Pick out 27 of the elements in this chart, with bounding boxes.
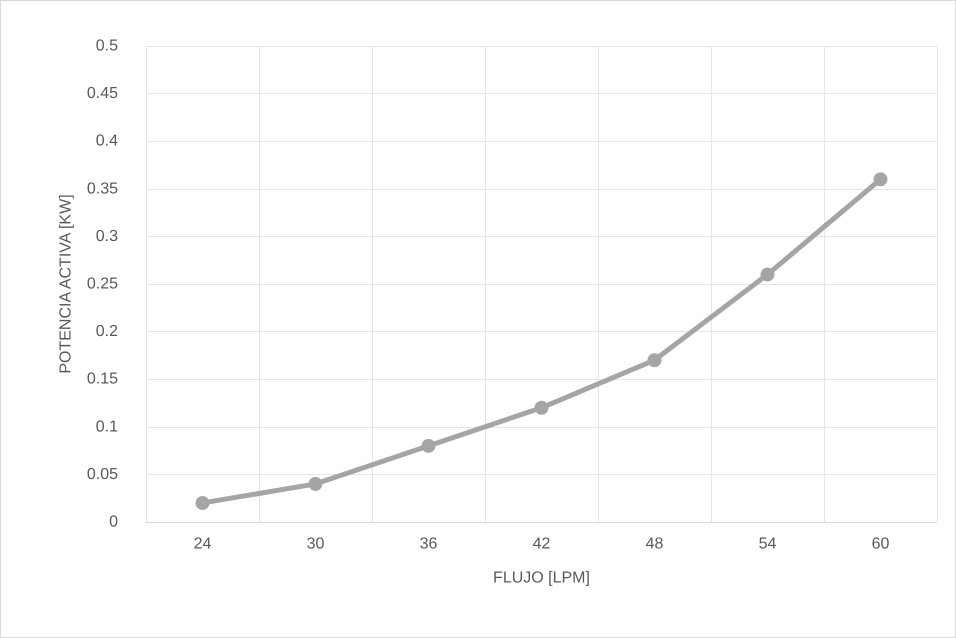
- point: [874, 172, 888, 186]
- x-tick-label: 54: [758, 536, 776, 552]
- x-tick-label: 30: [306, 536, 324, 552]
- x-axis-title: FLUJO [LPM]: [493, 570, 590, 586]
- x-tick-label: 24: [194, 536, 212, 552]
- point: [760, 267, 774, 282]
- y-tick-label: 0: [109, 514, 118, 530]
- y-tick-label: 0.05: [86, 466, 118, 483]
- x-tick-label: 36: [420, 536, 438, 552]
- y-tick-label: 0.1: [96, 418, 118, 436]
- y-tick-label: 0.4: [96, 132, 118, 150]
- x-tick-label: 60: [872, 536, 890, 552]
- y-tick-label: 0.2: [96, 323, 118, 340]
- x-tick-label: 42: [532, 536, 550, 552]
- y-tick-label: 0.25: [86, 276, 118, 292]
- y-tick-label: 0.35: [86, 180, 118, 198]
- y-tick-label: 0.45: [86, 85, 118, 102]
- point: [196, 496, 210, 510]
- y-axis-title: POTENCIA ACTIVA [KW]: [58, 194, 74, 374]
- point: [422, 438, 436, 453]
- x-tick-label: 48: [646, 536, 664, 552]
- point: [534, 400, 548, 415]
- point: [648, 353, 662, 368]
- y-tick-label: 0.15: [86, 370, 118, 388]
- y-tick-label: 0.5: [96, 38, 118, 54]
- point: [308, 476, 322, 491]
- y-tick-label: 0.3: [96, 228, 118, 245]
